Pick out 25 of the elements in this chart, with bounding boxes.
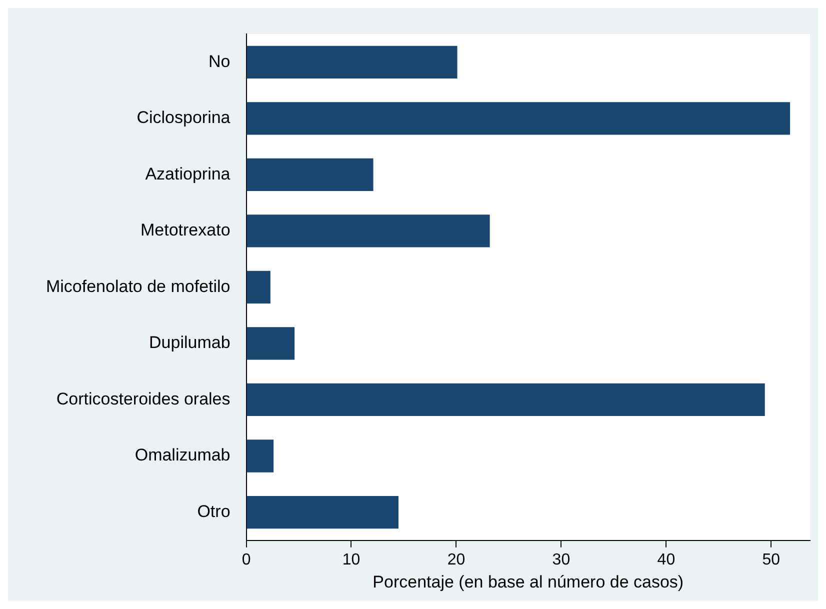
y-tick-label: Micofenolato de mofetilo (46, 276, 230, 296)
y-tick-label: Dupilumab (149, 333, 230, 352)
x-tick-label: 30 (552, 551, 570, 568)
x-tick-label: 0 (242, 551, 251, 568)
x-tick-label: 50 (762, 551, 780, 568)
y-tick-label: Corticosteroides orales (56, 389, 230, 408)
y-tick-label: Ciclosporina (136, 108, 231, 128)
bar (246, 383, 765, 416)
bar (246, 102, 790, 135)
y-tick-label: Metotrexato (140, 220, 230, 240)
x-axis-title: Porcentaje (en base al número de casos) (372, 572, 684, 592)
x-tick-label: 10 (342, 551, 360, 568)
bar (246, 327, 295, 360)
y-tick-label: Omalizumab (134, 446, 230, 465)
x-tick-label: 20 (447, 551, 466, 568)
y-tick-label: No (208, 52, 230, 71)
bar (246, 270, 270, 304)
bar (246, 46, 458, 78)
y-tick-label: Azatioprina (145, 164, 231, 184)
bar (246, 158, 374, 191)
bar (246, 496, 398, 529)
bar (246, 440, 274, 472)
bar (246, 214, 490, 248)
x-tick-label: 40 (657, 551, 676, 568)
y-tick-label: Otro (197, 502, 230, 521)
